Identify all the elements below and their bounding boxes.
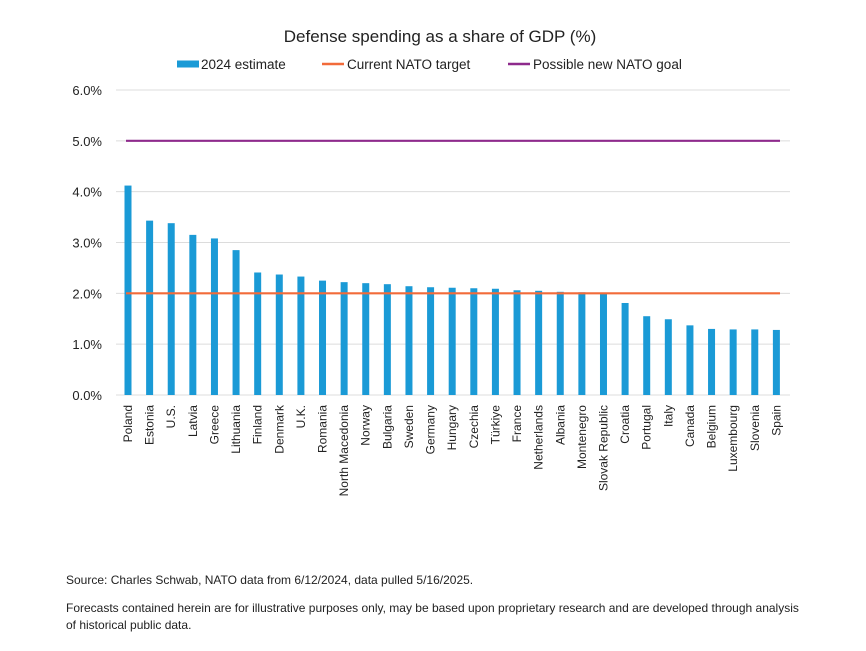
bar (491, 288, 499, 395)
bar (340, 282, 348, 395)
bar (146, 220, 154, 395)
x-axis: Poland Estonia U.S. Latvia Greece Lithuania Fi… (121, 404, 783, 496)
bar (124, 185, 132, 395)
x-tick-label: Denmark (272, 404, 286, 454)
bar (232, 250, 240, 395)
x-tick-label: Czechia (467, 405, 481, 449)
bar (556, 291, 564, 395)
bar (319, 280, 327, 395)
bar (708, 328, 716, 395)
x-tick-label: Poland (121, 405, 135, 442)
x-tick-label: Canada (683, 405, 697, 447)
bar (470, 288, 478, 395)
x-tick-label: Netherlands (532, 405, 546, 470)
bar (189, 234, 197, 395)
legend-swatch (177, 60, 199, 68)
x-tick-label: Montenegro (575, 405, 589, 469)
x-tick-label: Croatia (618, 405, 632, 444)
y-tick-label: 2.0% (72, 286, 102, 301)
y-tick-label: 0.0% (72, 388, 102, 403)
bar (513, 290, 521, 395)
y-tick-label: 1.0% (72, 337, 102, 352)
bar (535, 290, 543, 395)
y-tick-label: 6.0% (72, 83, 102, 98)
legend-label: 2024 estimate (201, 57, 286, 72)
source-note: Source: Charles Schwab, NATO data from 6… (66, 573, 474, 587)
bar (275, 274, 283, 395)
x-tick-label: Slovak Republic (596, 405, 610, 491)
y-tick-label: 5.0% (72, 134, 102, 149)
x-tick-label: Norway (359, 405, 373, 446)
bar-series (124, 185, 780, 395)
x-tick-label: France (510, 405, 524, 443)
bar (664, 319, 672, 395)
bar (686, 325, 694, 395)
disclaimer-note: Forecasts contained herein are for illus… (66, 601, 799, 632)
x-tick-label: Spain (769, 405, 783, 436)
x-tick-label: U.S. (164, 405, 178, 428)
bar (362, 283, 370, 395)
x-tick-label: Romania (316, 405, 330, 453)
reference-lines (126, 139, 780, 295)
bar (772, 329, 780, 395)
bar (599, 293, 607, 395)
bar (448, 287, 456, 395)
chart-title: Defense spending as a share of GDP (%) (284, 27, 596, 46)
x-tick-label: Greece (207, 405, 221, 445)
legend-label: Possible new NATO goal (533, 57, 682, 72)
bar (427, 287, 435, 395)
x-tick-label: Germany (424, 405, 438, 454)
y-axis: 0.0% 1.0% 2.0% 3.0% 4.0% 5.0% 6.0% (72, 83, 102, 403)
bar (405, 286, 413, 395)
x-tick-label: Türkiye (488, 405, 502, 445)
x-tick-label: Lithuania (229, 405, 243, 454)
x-tick-label: Latvia (186, 405, 200, 437)
y-tick-label: 3.0% (72, 236, 102, 251)
bar (210, 238, 218, 395)
bar (621, 302, 629, 395)
x-tick-label: Finland (251, 405, 265, 444)
defense-spending-chart: Defense spending as a share of GDP (%) 2… (72, 27, 790, 496)
y-tick-label: 4.0% (72, 185, 102, 200)
x-tick-label: Belgium (705, 405, 719, 448)
x-tick-label: Estonia (143, 405, 157, 445)
x-tick-label: U.K. (294, 405, 308, 428)
bar (167, 223, 175, 395)
x-tick-label: North Macedonia (337, 405, 351, 497)
bar (751, 329, 759, 395)
bar (383, 284, 391, 395)
x-tick-label: Luxembourg (726, 405, 740, 472)
bar (297, 276, 305, 395)
x-tick-label: Portugal (640, 405, 654, 450)
chart-legend: 2024 estimate Current NATO target Possible… (177, 57, 682, 72)
x-tick-label: Bulgaria (380, 405, 394, 449)
x-tick-label: Slovenia (748, 405, 762, 451)
x-tick-label: Albania (553, 405, 567, 445)
x-tick-label: Italy (661, 405, 675, 427)
bar (254, 272, 262, 395)
x-tick-label: Hungary (445, 405, 459, 450)
bar (729, 329, 737, 395)
bar (578, 292, 586, 395)
x-tick-label: Sweden (402, 405, 416, 448)
bar (643, 316, 651, 395)
legend-label: Current NATO target (347, 57, 471, 72)
